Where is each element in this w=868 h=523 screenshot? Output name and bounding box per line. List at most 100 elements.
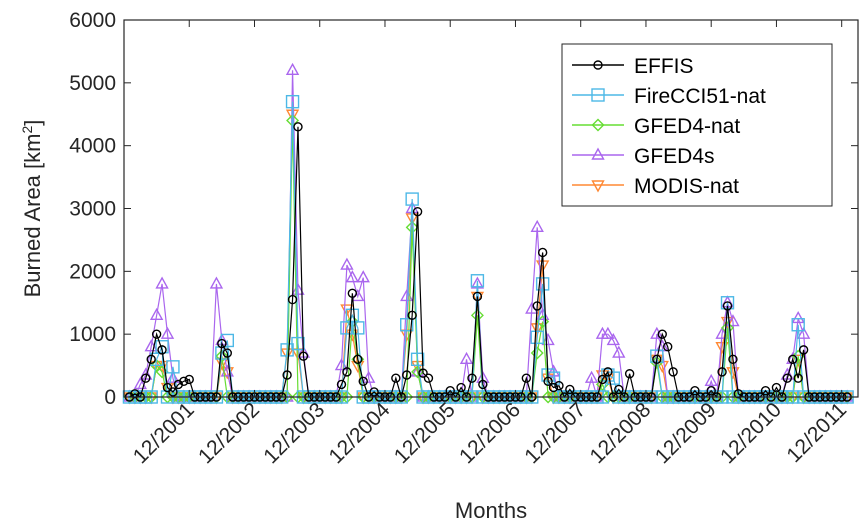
y-axis-title-suffix: ] [20, 120, 45, 126]
data-point [791, 318, 805, 332]
data-point [282, 370, 292, 380]
data-point [155, 276, 169, 289]
data-point [543, 376, 553, 386]
data-point [160, 326, 175, 339]
data-point [467, 373, 477, 383]
data-point [612, 345, 626, 358]
data-point [788, 354, 798, 364]
data-point [584, 370, 599, 383]
legend-label: GFED4-nat [634, 115, 740, 138]
data-point [541, 390, 555, 404]
data-point [405, 220, 419, 234]
data-point [222, 348, 233, 358]
legend: EFFIS FireCCI51-nat GFED4-nat GFED4s MODIS-n… [561, 43, 833, 207]
data-point [726, 314, 740, 327]
data-point [532, 301, 542, 311]
data-point [407, 310, 417, 321]
data-point [624, 369, 635, 379]
data-point [798, 345, 809, 355]
series-layer [122, 62, 854, 405]
data-point [472, 291, 483, 302]
x-tick-label: 12/2010 [716, 398, 786, 468]
data-point [220, 333, 235, 348]
data-point [423, 373, 434, 383]
data-point [791, 349, 805, 363]
data-point [166, 360, 180, 374]
data-point [530, 346, 544, 360]
data-point [521, 373, 532, 383]
data-point [652, 354, 662, 364]
legend-item: FireCCI51-nat [572, 85, 766, 108]
data-point [796, 326, 811, 339]
data-point [412, 206, 423, 217]
data-point [291, 336, 305, 351]
data-point [405, 192, 419, 206]
data-point [537, 247, 548, 258]
y-tick-label: 3000 [69, 198, 116, 221]
y-tick-label: 6000 [69, 9, 116, 32]
data-point [459, 351, 474, 364]
data-point [657, 329, 667, 339]
data-point [565, 384, 575, 395]
legend-item: MODIS-nat [572, 175, 739, 198]
legend-label: EFFIS [634, 55, 694, 78]
y-tick-label: 5000 [69, 72, 116, 95]
data-point [726, 367, 740, 380]
x-tick-label: 12/2005 [390, 398, 460, 468]
data-point [663, 342, 673, 352]
data-point [793, 373, 803, 383]
data-point [791, 311, 805, 324]
y-tick-label: 4000 [69, 135, 116, 158]
legend-marker [591, 88, 605, 102]
data-point [356, 270, 370, 283]
data-point [548, 382, 559, 393]
data-point [614, 384, 624, 395]
data-point [133, 376, 147, 390]
y-tick-label: 0 [104, 386, 116, 409]
y-axis-title: Burned Area [km2] [19, 120, 45, 298]
legend-label: MODIS-nat [634, 175, 739, 198]
data-point [690, 386, 700, 396]
data-point [351, 289, 365, 302]
data-point [215, 349, 229, 363]
data-point [525, 301, 539, 314]
data-point [287, 294, 298, 305]
data-point [722, 301, 733, 311]
data-point [391, 373, 401, 383]
data-point [410, 352, 425, 366]
legend-item: EFFIS [572, 55, 694, 78]
x-tick-label: 12/2002 [194, 398, 264, 468]
data-point [418, 368, 428, 378]
legend-marker [591, 180, 605, 193]
data-point [535, 277, 550, 291]
data-point [179, 376, 189, 386]
data-point [285, 62, 300, 75]
data-point [353, 354, 363, 364]
data-point [345, 270, 360, 283]
data-point [721, 321, 735, 335]
data-point [606, 332, 621, 346]
data-point [554, 380, 564, 391]
y-axis-title-superscript: 2 [19, 126, 35, 134]
legend-item: GFED4s [572, 145, 715, 168]
data-point [151, 329, 162, 339]
data-point [358, 376, 368, 386]
data-point [217, 338, 227, 349]
data-point [456, 382, 466, 393]
x-axis-title: Months [455, 498, 527, 523]
legend-item: GFED4-nat [572, 115, 740, 138]
data-point [293, 122, 303, 132]
data-point [369, 387, 379, 397]
x-tick-label: 12/2007 [520, 398, 590, 468]
data-point [402, 370, 412, 380]
data-point [168, 387, 178, 397]
data-point [155, 365, 169, 379]
y-axis-title-main: Burned Area [km [20, 134, 45, 298]
data-point [668, 367, 678, 377]
x-tick-label: 12/2001 [129, 398, 199, 468]
x-tick-label: 12/2011 [782, 398, 851, 467]
legend-label: FireCCI51-nat [634, 85, 766, 108]
data-point [541, 332, 555, 346]
data-point [650, 326, 664, 339]
